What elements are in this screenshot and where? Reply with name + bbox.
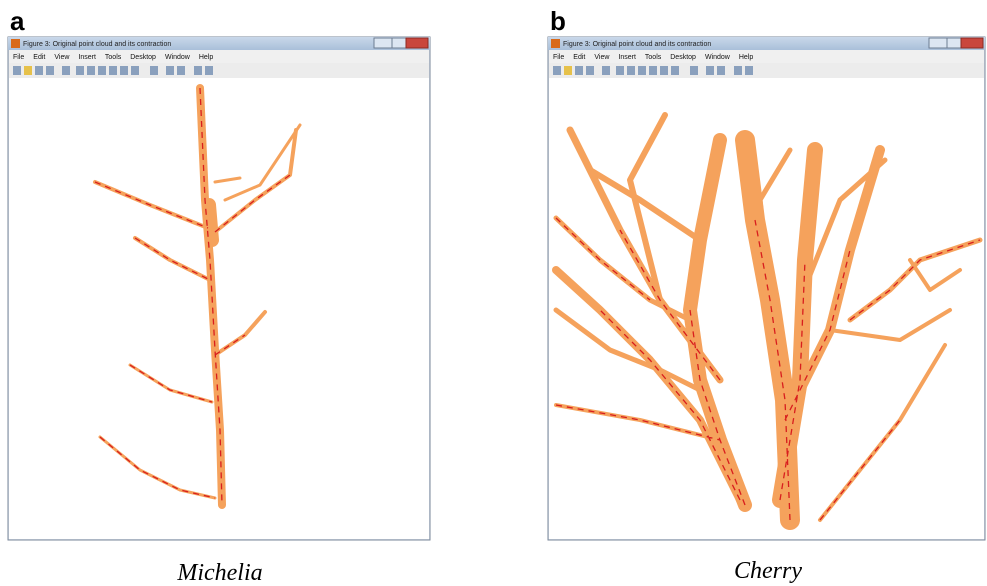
caption: Cherry xyxy=(734,558,802,584)
toolbar xyxy=(13,66,213,75)
panel-label: b xyxy=(550,6,566,36)
menu-item[interactable]: Desktop xyxy=(670,54,696,61)
window: Figure 3: Original point cloud and its c… xyxy=(548,37,985,540)
menu-item[interactable]: Edit xyxy=(573,54,585,61)
menu-item[interactable]: View xyxy=(594,54,610,61)
menu-item[interactable]: Edit xyxy=(33,54,45,61)
menu-item[interactable]: View xyxy=(54,54,70,61)
menu-item[interactable]: Tools xyxy=(645,54,662,61)
menu-item[interactable]: Insert xyxy=(618,54,636,61)
menu-item[interactable]: Insert xyxy=(78,54,96,61)
caption: Michelia xyxy=(176,560,262,586)
window: Figure 3: Original point cloud and its c… xyxy=(8,37,430,540)
menu-item[interactable]: Window xyxy=(165,54,191,61)
minimize-button[interactable] xyxy=(929,38,947,48)
menu-item[interactable]: Help xyxy=(739,54,754,61)
close-button[interactable] xyxy=(961,38,983,48)
panel-label: a xyxy=(10,6,25,36)
window-title: Figure 3: Original point cloud and its c… xyxy=(23,41,171,48)
menu-item[interactable]: File xyxy=(13,54,24,61)
menu-item[interactable]: File xyxy=(553,54,564,61)
maximize-button[interactable] xyxy=(947,38,961,48)
close-button[interactable] xyxy=(406,38,428,48)
window-title: Figure 3: Original point cloud and its c… xyxy=(563,41,711,48)
minimize-button[interactable] xyxy=(374,38,392,48)
maximize-button[interactable] xyxy=(392,38,406,48)
menu-item[interactable]: Help xyxy=(199,54,214,61)
toolbar xyxy=(553,66,753,75)
menu-item[interactable]: Tools xyxy=(105,54,122,61)
menu-item[interactable]: Window xyxy=(705,54,731,61)
figure: a Figure 3: Original point cloud and its… xyxy=(0,0,987,586)
menu-item[interactable]: Desktop xyxy=(130,54,156,61)
